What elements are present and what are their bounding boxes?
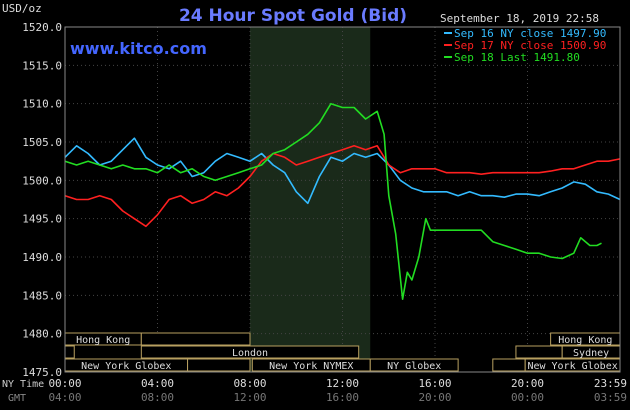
x-tick-gmt: 08:00	[141, 391, 174, 404]
y-tick-label: 1500.0	[22, 174, 62, 187]
session-box	[492, 358, 526, 372]
y-tick-label: 1480.0	[22, 328, 62, 341]
x-tick-gmt: 03:59	[594, 391, 627, 404]
y-tick-label: 1515.0	[22, 59, 62, 72]
y-tick-label: 1505.0	[22, 136, 62, 149]
x-tick-gmt: 12:00	[233, 391, 266, 404]
session-label: New York Globex	[527, 361, 617, 372]
y-tick-label: 1490.0	[22, 251, 62, 264]
plot-border	[64, 26, 621, 373]
session-box	[140, 345, 360, 359]
session-label: London	[232, 348, 268, 359]
legend-entry: Sep 18 Last 1491.80	[454, 51, 580, 64]
legend-entry: Sep 16 NY close 1497.90	[454, 27, 606, 40]
session-box	[140, 332, 251, 346]
y-tick-label: 1485.0	[22, 289, 62, 302]
y-tick-label: 1520.0	[22, 21, 62, 34]
x-tick-ny: 04:00	[141, 377, 174, 390]
y-tick-label: 1475.0	[22, 366, 62, 379]
x-tick-ny: 12:00	[326, 377, 359, 390]
chart-title: 24 Hour Spot Gold (Bid)	[179, 6, 407, 26]
legend-entry: Sep 17 NY close 1500.90	[454, 39, 606, 52]
session-bars: Hong Kong Hong Kong London Sydney New York G…	[64, 332, 621, 372]
x-label-ny: NY Time	[2, 379, 44, 390]
x-tick-ny: 20:00	[511, 377, 544, 390]
series-line	[64, 137, 621, 205]
session-box	[64, 345, 75, 359]
y-tick-labels: 1520.0 1515.0 1510.0 1505.0 1500.0 1495.0 1490…	[22, 21, 62, 379]
x-tick-labels: 00:0004:0004:0008:0008:0012:0012:0016:00…	[48, 377, 627, 404]
x-tick-gmt: 04:00	[48, 391, 81, 404]
session-label: New York Globex	[81, 361, 171, 372]
y-tick-label: 1495.0	[22, 213, 62, 226]
session-box	[187, 358, 251, 372]
x-tick-ny: 23:59	[594, 377, 627, 390]
x-tick-ny: 08:00	[233, 377, 266, 390]
y-tick-label: 1510.0	[22, 98, 62, 111]
session-label: NY Globex	[387, 361, 441, 372]
x-tick-ny: 00:00	[48, 377, 81, 390]
watermark-site: www.kitco.com	[70, 39, 207, 58]
session-label: New York NYMEX	[269, 361, 353, 372]
timestamp: September 18, 2019 22:58	[440, 12, 599, 25]
session-label: Sydney	[573, 348, 609, 359]
x-tick-gmt: 20:00	[418, 391, 451, 404]
x-tick-gmt: 00:00	[511, 391, 544, 404]
series-line	[64, 145, 621, 228]
x-tick-ny: 16:00	[418, 377, 451, 390]
session-box	[515, 345, 563, 359]
session-label: Hong Kong	[76, 335, 130, 346]
x-tick-gmt: 16:00	[326, 391, 359, 404]
y-axis-label: USD/oz	[2, 2, 42, 15]
session-label: Hong Kong	[558, 335, 612, 346]
series-line	[64, 102, 602, 300]
series-lines	[64, 102, 621, 300]
x-label-gmt: GMT	[8, 393, 26, 404]
session-box	[369, 358, 459, 372]
